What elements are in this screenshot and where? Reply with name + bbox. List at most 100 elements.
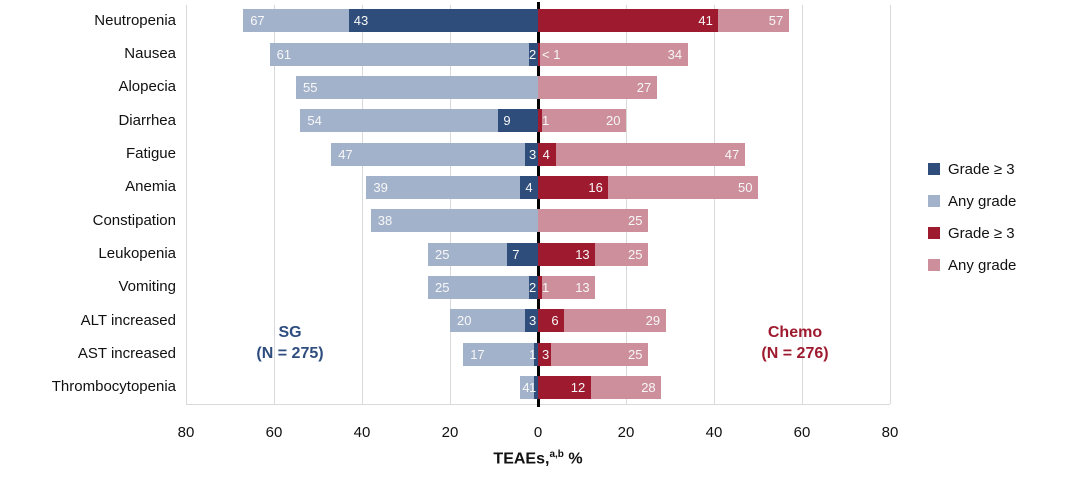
legend-item-1: Any grade bbox=[928, 192, 1016, 210]
sg_g3-value-label: 7 bbox=[512, 246, 520, 262]
chemo-group-label: Chemo (N = 276) bbox=[715, 322, 875, 364]
gridline bbox=[889, 5, 891, 404]
chemo_g3-bar bbox=[538, 375, 591, 399]
legend: Grade ≥ 3 Any grade Grade ≥ 3 Any grade bbox=[928, 160, 1016, 274]
gridline bbox=[625, 5, 627, 404]
legend-swatch-icon bbox=[928, 163, 940, 175]
sg_any-value-label: 4 bbox=[522, 379, 530, 395]
legend-label: Grade ≥ 3 bbox=[948, 224, 1015, 242]
x-axis-title-superscript: a,b bbox=[549, 449, 564, 460]
sg_g3-bar bbox=[529, 275, 538, 299]
category-label: Alopecia bbox=[118, 78, 176, 96]
sg_g3-bar bbox=[533, 342, 538, 366]
category-label: Nausea bbox=[124, 45, 176, 62]
category-label: Vomiting bbox=[118, 278, 176, 296]
chemo_g3-bar bbox=[538, 342, 552, 366]
chemo_g3-bar bbox=[538, 142, 556, 166]
gridline bbox=[713, 5, 715, 404]
chemo_g3-value-label: 41 bbox=[698, 13, 713, 29]
sg_any-value-label: 25 bbox=[435, 279, 450, 295]
x-tick-label: 20 bbox=[617, 424, 635, 441]
chemo_g3-value-label: 1 bbox=[542, 279, 550, 295]
sg_any-bar bbox=[366, 175, 538, 199]
chemo-group-name: Chemo bbox=[767, 324, 823, 341]
sg_any-value-label: 20 bbox=[457, 313, 472, 329]
chemo_g3-value-label: 12 bbox=[570, 379, 586, 395]
sg-group-n: (N = 275) bbox=[256, 345, 324, 362]
chemo_g3-bar bbox=[538, 309, 565, 333]
x-tick-label: 60 bbox=[265, 424, 283, 441]
chemo_any-value-label: 29 bbox=[645, 313, 661, 329]
sg_g3-bar bbox=[533, 375, 538, 399]
sg_any-value-label: 54 bbox=[307, 113, 322, 129]
legend-item-3: Any grade bbox=[928, 256, 1016, 274]
gridline bbox=[361, 5, 363, 404]
legend-label: Any grade bbox=[948, 256, 1017, 274]
sg_any-value-label: 39 bbox=[373, 179, 388, 195]
chemo_any-value-label: 25 bbox=[628, 346, 643, 362]
sg_any-bar bbox=[450, 309, 538, 333]
category-label: ALT increased bbox=[80, 311, 176, 329]
category-label: Fatigue bbox=[125, 145, 176, 162]
chemo_any-bar bbox=[538, 342, 648, 366]
chemo_g3-bar bbox=[538, 175, 609, 199]
sg_g3-value-label: 2 bbox=[529, 279, 537, 295]
legend-label: Any grade bbox=[948, 192, 1017, 210]
legend-item-2: Grade ≥ 3 bbox=[928, 224, 1016, 242]
sg-group-label: SG (N = 275) bbox=[210, 322, 370, 364]
chemo_any-bar bbox=[538, 275, 596, 299]
sg_any-value-label: 38 bbox=[377, 213, 393, 229]
legend-swatch-icon bbox=[928, 195, 940, 207]
legend-label: Grade ≥ 3 bbox=[948, 160, 1015, 178]
chemo_g3-value-label: 16 bbox=[588, 179, 603, 195]
sg_g3-value-label: 2 bbox=[529, 46, 537, 62]
x-tick-label: 0 bbox=[533, 424, 543, 441]
x-tick-label: 80 bbox=[881, 424, 899, 441]
category-label: Neutropenia bbox=[94, 11, 176, 29]
gridline bbox=[801, 5, 803, 404]
category-label: Diarrhea bbox=[118, 111, 176, 129]
sg_g3-value-label: 1 bbox=[529, 379, 537, 395]
chemo_g3-value-label: 6 bbox=[551, 313, 559, 329]
sg_any-bar bbox=[296, 75, 538, 99]
chemo_any-value-label: 25 bbox=[628, 213, 643, 229]
category-label: Anemia bbox=[125, 178, 176, 196]
chemo_g3-value-label: 1 bbox=[542, 113, 550, 129]
sg_any-value-label: 61 bbox=[276, 46, 292, 62]
legend-item-0: Grade ≥ 3 bbox=[928, 160, 1016, 178]
sg_any-bar bbox=[428, 275, 538, 299]
chemo_any-bar bbox=[538, 42, 688, 66]
sg_any-bar bbox=[300, 109, 538, 133]
x-tick-label: 60 bbox=[793, 424, 811, 441]
chemo_g3-value-label: 13 bbox=[575, 246, 590, 262]
chemo_g3-value-label: 3 bbox=[542, 346, 550, 362]
sg_any-bar bbox=[331, 142, 538, 166]
sg_g3-value-label: 4 bbox=[525, 179, 533, 195]
chemo_any-bar bbox=[538, 309, 666, 333]
chemo_g3-bar bbox=[538, 242, 596, 266]
x-tick-label: 20 bbox=[441, 424, 459, 441]
chemo_g3-bar bbox=[538, 275, 543, 299]
chemo_any-value-label: 34 bbox=[667, 46, 683, 62]
category-label: AST increased bbox=[77, 345, 176, 362]
chemo_any-value-label: 25 bbox=[628, 246, 643, 262]
sg-group-name: SG bbox=[278, 324, 302, 341]
chemo_any-bar bbox=[538, 142, 745, 166]
sg_any-bar bbox=[520, 375, 538, 399]
chemo_g3-value-label: < 1 bbox=[542, 46, 561, 62]
sg_g3-value-label: 3 bbox=[529, 146, 537, 162]
x-axis-title-unit: % bbox=[563, 450, 583, 468]
sg_g3-value-label: 3 bbox=[529, 313, 537, 329]
chemo_any-bar bbox=[538, 75, 657, 99]
x-tick-label: 40 bbox=[705, 424, 723, 441]
sg_g3-bar bbox=[524, 309, 538, 333]
sg_any-bar bbox=[463, 342, 538, 366]
x-tick-label: 80 bbox=[177, 424, 195, 441]
chemo_any-value-label: 27 bbox=[636, 79, 652, 95]
chemo-group-n: (N = 276) bbox=[761, 345, 829, 362]
sg_g3-value-label: 1 bbox=[529, 346, 537, 362]
chemo_g3-bar bbox=[538, 109, 543, 133]
x-axis-title: TEAEs,a,b % bbox=[438, 449, 638, 468]
chemo_any-value-label: 47 bbox=[724, 146, 740, 162]
